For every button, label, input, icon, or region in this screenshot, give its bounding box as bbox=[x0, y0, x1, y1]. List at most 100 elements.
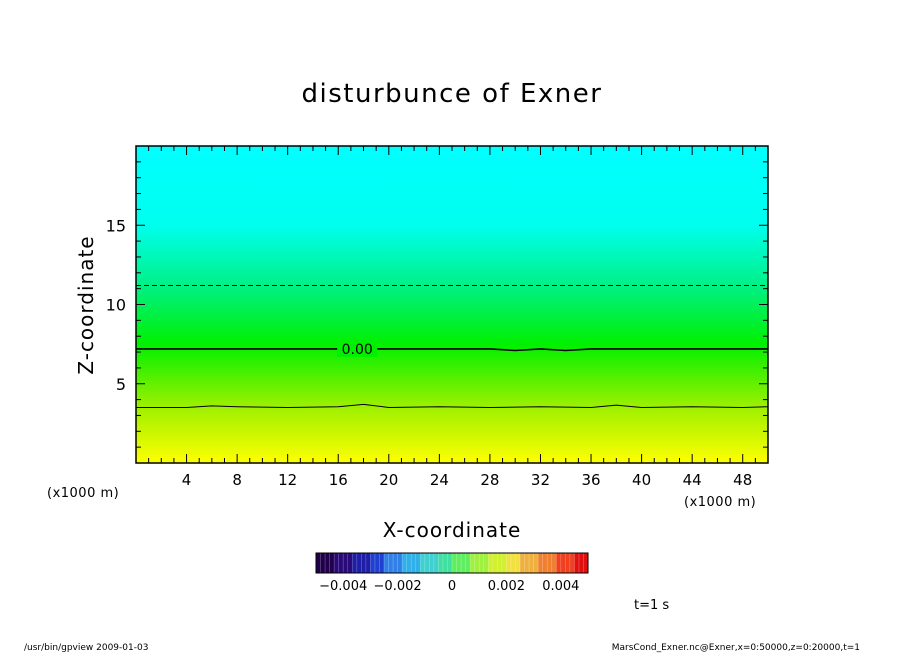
colorbar-cell bbox=[402, 553, 407, 573]
x-tick-label: 16 bbox=[329, 471, 348, 489]
colorbar-cell bbox=[329, 553, 335, 573]
x-tick-label: 40 bbox=[632, 471, 651, 489]
colorbar-cell bbox=[583, 553, 589, 573]
contour-line bbox=[136, 403, 768, 409]
x-tick-label: 48 bbox=[733, 471, 752, 489]
colorbar-cell bbox=[524, 553, 530, 573]
colorbar-cell bbox=[374, 553, 380, 573]
colorbar-cell bbox=[316, 553, 321, 573]
colorbar-cell bbox=[456, 553, 462, 573]
colorbar-cell bbox=[465, 553, 471, 573]
colorbar-cell bbox=[429, 553, 435, 573]
colorbar-cell bbox=[574, 553, 580, 573]
colorbar-cell bbox=[343, 553, 349, 573]
colorbar-cell bbox=[334, 553, 339, 573]
colorbar bbox=[315, 553, 589, 573]
colorbar-cell bbox=[492, 553, 498, 573]
colorbar-cell bbox=[397, 553, 403, 573]
x-tick-label: 12 bbox=[278, 471, 297, 489]
colorbar-labels: −0.004 −0.002 0 0.002 0.004 bbox=[319, 579, 579, 594]
colorbar-cell bbox=[442, 553, 448, 573]
x-tick-label: 36 bbox=[581, 471, 600, 489]
colorbar-cell bbox=[361, 553, 367, 573]
x-unit-right: (x1000 m) bbox=[684, 495, 756, 510]
x-tick-label: 44 bbox=[683, 471, 702, 489]
contour-lines bbox=[136, 285, 768, 409]
plot-field bbox=[136, 146, 768, 463]
footer-source: MarsCond_Exner.nc@Exner,x=0:50000,z=0:20… bbox=[611, 643, 860, 653]
colorbar-cell bbox=[461, 553, 466, 573]
colorbar-cell bbox=[551, 553, 557, 573]
colorbar-cell bbox=[556, 553, 562, 573]
colorbar-cell bbox=[470, 553, 475, 573]
colorbar-cell bbox=[497, 553, 503, 573]
contour-label-bg bbox=[337, 340, 378, 357]
colorbar-cell bbox=[320, 553, 326, 573]
contour-line bbox=[136, 348, 768, 352]
colorbar-cell bbox=[578, 553, 584, 573]
colorbar-cell bbox=[483, 553, 489, 573]
x-tick-label: 32 bbox=[531, 471, 550, 489]
colorbar-tick-label: −0.004 bbox=[319, 579, 367, 594]
colorbar-cell bbox=[352, 553, 358, 573]
colorbar-tick-label: 0 bbox=[448, 579, 456, 594]
colorbar-cell bbox=[479, 553, 485, 573]
time-label: t=1 s bbox=[634, 598, 669, 613]
y-tick-label: 5 bbox=[116, 375, 126, 394]
colorbar-cell bbox=[529, 553, 534, 573]
x-tick-label: 20 bbox=[379, 471, 398, 489]
colorbar-cell bbox=[370, 553, 376, 573]
contour-labels: 0.00 bbox=[337, 340, 378, 358]
colorbar-cell bbox=[510, 553, 516, 573]
colorbar-frame bbox=[315, 552, 589, 574]
colorbar-cell bbox=[365, 553, 371, 573]
colorbar-cell bbox=[406, 553, 412, 573]
x-unit-left: (x1000 m) bbox=[47, 486, 119, 501]
colorbar-cell bbox=[474, 553, 480, 573]
x-tick-label: 4 bbox=[182, 471, 192, 489]
x-tick-label: 24 bbox=[430, 471, 449, 489]
colorbar-cell bbox=[520, 553, 525, 573]
colorbar-cell bbox=[542, 553, 548, 573]
colorbar-cell bbox=[501, 553, 507, 573]
colorbar-cell bbox=[560, 553, 566, 573]
colorbar-cell bbox=[488, 553, 494, 573]
colorbar-cell bbox=[379, 553, 385, 573]
colorbar-cell bbox=[388, 553, 394, 573]
colorbar-cell bbox=[569, 553, 575, 573]
y-tick-label: 15 bbox=[106, 216, 126, 235]
colorbar-cell bbox=[384, 553, 389, 573]
colorbar-cell bbox=[325, 553, 330, 573]
colorbar-tick-label: 0.004 bbox=[542, 579, 579, 594]
colorbar-cell bbox=[515, 553, 521, 573]
colorbar-cell bbox=[420, 553, 426, 573]
x-tick-label: 8 bbox=[232, 471, 242, 489]
colorbar-cell bbox=[438, 553, 444, 573]
colorbar-tick-label: −0.002 bbox=[374, 579, 422, 594]
colorbar-cell bbox=[506, 553, 512, 573]
colorbar-cell bbox=[411, 553, 417, 573]
x-tick-label: 28 bbox=[480, 471, 499, 489]
footer-command: /usr/bin/gpview 2009-01-03 bbox=[24, 643, 149, 653]
colorbar-cell bbox=[547, 553, 553, 573]
colorbar-cell bbox=[347, 553, 353, 573]
colorbar-cell bbox=[565, 553, 571, 573]
colorbar-cell bbox=[415, 553, 421, 573]
colorbar-cell bbox=[393, 553, 398, 573]
colorbar-cell bbox=[433, 553, 439, 573]
colorbar-cell bbox=[338, 553, 344, 573]
colorbar-tick-label: 0.002 bbox=[488, 579, 525, 594]
colorbar-cell bbox=[356, 553, 362, 573]
contour-label: 0.00 bbox=[342, 342, 373, 358]
y-axis-label: Z-coordinate bbox=[74, 235, 98, 374]
y-tick-label: 10 bbox=[106, 296, 126, 315]
colorbar-cell bbox=[452, 553, 457, 573]
colorbar-cell bbox=[424, 553, 430, 573]
colorbar-cell bbox=[533, 553, 539, 573]
x-axis-label: X-coordinate bbox=[383, 518, 522, 542]
colorbar-cell bbox=[538, 553, 543, 573]
chart-title: disturbunce of Exner bbox=[302, 79, 603, 109]
colorbar-cell bbox=[447, 553, 453, 573]
